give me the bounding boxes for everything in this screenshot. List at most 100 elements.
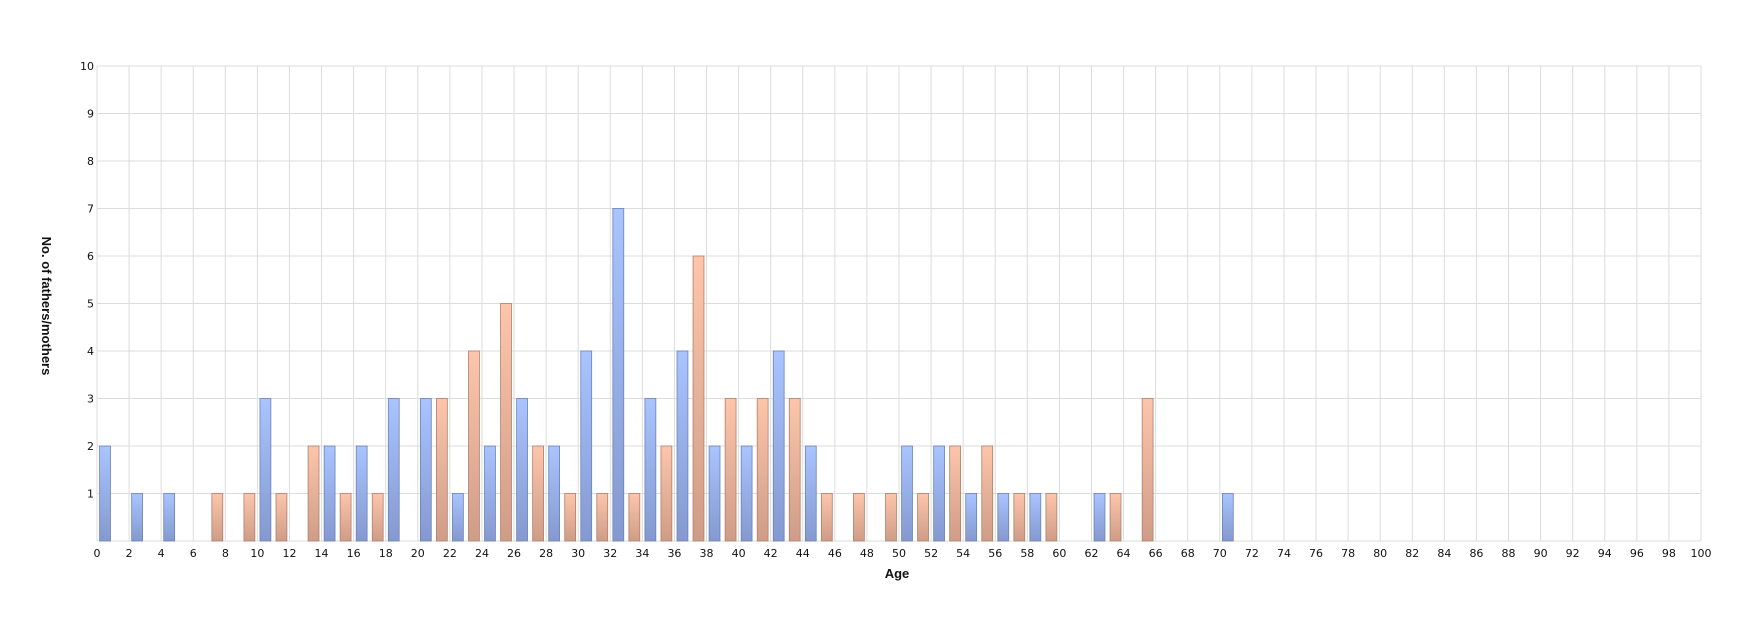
x-tick-label: 2 [126, 547, 133, 560]
x-tick-label: 32 [603, 547, 617, 560]
bar [965, 493, 978, 542]
x-tick-label: 66 [1149, 547, 1163, 560]
bar [724, 398, 737, 542]
bar [371, 493, 384, 542]
bar [772, 350, 785, 542]
x-tick-label: 98 [1662, 547, 1676, 560]
bar [1141, 398, 1154, 542]
bar [339, 493, 352, 542]
y-tick-label: 4 [87, 345, 94, 358]
bar [1109, 493, 1122, 542]
bar [917, 493, 929, 542]
bar [275, 493, 288, 542]
x-tick-label: 0 [94, 547, 101, 560]
bar [355, 445, 368, 542]
bar [307, 445, 320, 542]
y-tick-label: 7 [87, 203, 94, 216]
x-axis-label: Age [885, 566, 910, 581]
x-tick-label: 42 [764, 547, 778, 560]
x-tick-label: 18 [379, 547, 393, 560]
y-axis-label: No. of fathers/mothers [39, 237, 54, 376]
bars [99, 208, 1234, 542]
bar [1221, 493, 1234, 542]
x-tick-label: 6 [190, 547, 197, 560]
bar [853, 493, 865, 542]
x-tick-label: 76 [1309, 547, 1323, 560]
bar [1093, 493, 1106, 542]
bar [452, 493, 464, 542]
bar [949, 445, 962, 542]
x-tick-label: 40 [732, 547, 746, 560]
bar [131, 493, 143, 542]
x-tick-label: 92 [1566, 547, 1580, 560]
x-tick-label: 38 [700, 547, 714, 560]
y-tick-label: 9 [87, 108, 94, 121]
y-tick-label: 6 [87, 250, 94, 263]
x-tick-label: 86 [1469, 547, 1483, 560]
bar [804, 445, 817, 542]
x-tick-label: 16 [347, 547, 361, 560]
bar [692, 255, 705, 542]
bar [1029, 493, 1042, 542]
x-tick-label: 88 [1502, 547, 1516, 560]
x-tick-label: 78 [1341, 547, 1355, 560]
x-tick-label: 64 [1117, 547, 1131, 560]
y-tick-label: 10 [80, 60, 94, 73]
x-tick-label: 10 [250, 547, 264, 560]
x-tick-label: 48 [860, 547, 874, 560]
y-tick-label: 8 [87, 155, 94, 168]
x-tick-label: 30 [571, 547, 585, 560]
x-tick-label: 72 [1245, 547, 1259, 560]
bar [612, 208, 625, 542]
x-tick-label: 70 [1213, 547, 1227, 560]
bar [580, 350, 593, 542]
x-tick-label: 100 [1691, 547, 1712, 560]
bar [259, 398, 272, 542]
bar [99, 445, 111, 542]
bar [419, 398, 432, 542]
x-tick-label: 8 [222, 547, 229, 560]
y-tick-label: 5 [87, 298, 94, 311]
bar [756, 398, 769, 542]
x-tick-label: 50 [892, 547, 906, 560]
bar [997, 493, 1010, 542]
x-tick-label: 58 [1020, 547, 1034, 560]
bar [243, 493, 256, 542]
bar [1045, 493, 1058, 542]
x-tick-label: 24 [475, 547, 489, 560]
bar [885, 493, 897, 542]
bar [323, 445, 336, 542]
bar [676, 350, 689, 542]
bar [708, 445, 721, 542]
x-tick-label: 36 [667, 547, 681, 560]
x-tick-label: 62 [1084, 547, 1098, 560]
x-tick-label: 34 [635, 547, 649, 560]
bar [596, 493, 609, 542]
bar [628, 493, 641, 542]
x-tick-label: 52 [924, 547, 938, 560]
bar [387, 398, 400, 542]
bar [981, 445, 994, 542]
y-axis-ticks: 1 2 3 4 5 6 7 8 9 10 [80, 60, 94, 501]
x-tick-label: 44 [796, 547, 810, 560]
y-tick-label: 3 [87, 393, 94, 406]
x-tick-label: 46 [828, 547, 842, 560]
x-tick-label: 94 [1598, 547, 1612, 560]
bar [436, 398, 448, 542]
x-tick-label: 60 [1052, 547, 1066, 560]
x-tick-label: 68 [1181, 547, 1195, 560]
bar [644, 398, 657, 542]
x-tick-label: 82 [1405, 547, 1419, 560]
x-tick-label: 74 [1277, 547, 1291, 560]
x-tick-label: 4 [158, 547, 165, 560]
x-tick-label: 22 [443, 547, 457, 560]
bar [484, 445, 496, 542]
x-tick-label: 12 [282, 547, 296, 560]
y-tick-label: 2 [87, 440, 94, 453]
x-tick-label: 14 [315, 547, 329, 560]
bar [1013, 493, 1026, 542]
bar [933, 445, 945, 542]
x-tick-label: 80 [1373, 547, 1387, 560]
bar [564, 493, 577, 542]
x-axis-ticks: 0 2 4 6 8 10 12 14 16 18 20 22 24 26 28 30 32 34 36 38 40 42 4… [94, 547, 1712, 560]
